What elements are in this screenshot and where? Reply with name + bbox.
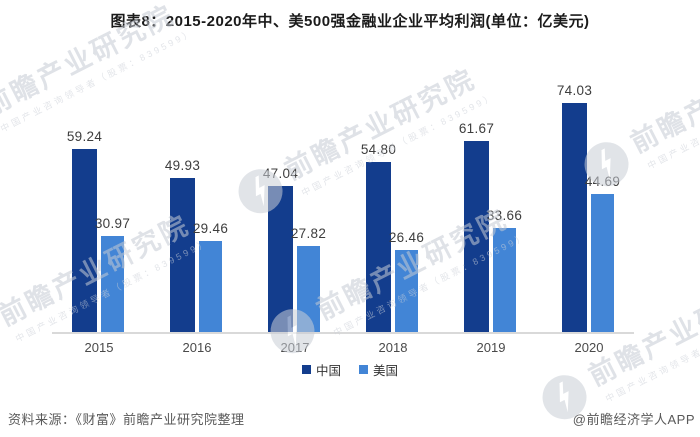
bar-china-2015	[72, 149, 97, 332]
value-label-usa-2018: 26.46	[388, 230, 425, 245]
source-note: 资料来源：《财富》前瞻产业研究院整理	[8, 412, 245, 427]
value-label-usa-2015: 30.97	[94, 216, 131, 231]
bar-usa-2018	[395, 250, 418, 332]
x-axis-label-2015: 2015	[84, 340, 114, 355]
chart-legend: 中国 美国	[0, 360, 700, 379]
legend-item-china: 中国	[301, 360, 341, 379]
bar-china-2020	[562, 103, 587, 332]
value-label-china-2020: 74.03	[556, 83, 593, 98]
value-label-china-2018: 54.80	[360, 142, 397, 157]
value-label-china-2017: 47.04	[262, 166, 299, 181]
value-label-china-2016: 49.93	[164, 158, 201, 173]
bar-usa-2019	[493, 228, 516, 332]
bar-usa-2016	[199, 241, 222, 332]
bar-usa-2015	[101, 236, 124, 332]
legend-item-usa: 美国	[359, 360, 398, 379]
x-axis-label-2018: 2018	[378, 340, 408, 355]
legend-swatch-china	[301, 365, 311, 374]
x-axis-label-2016: 2016	[182, 340, 212, 355]
bar-china-2018	[366, 162, 391, 332]
legend-label-usa: 美国	[373, 364, 399, 378]
value-label-usa-2016: 29.46	[192, 221, 229, 236]
chart-title: 图表8：2015-2020年中、美500强金融业企业平均利润(单位：亿美元)	[110, 13, 590, 30]
credit-note: @前瞻经济学人APP	[572, 412, 695, 427]
x-axis-label-2019: 2019	[476, 340, 506, 355]
bar-china-2016	[170, 178, 195, 332]
value-label-usa-2019: 33.66	[486, 208, 523, 223]
legend-label-china: 中国	[315, 364, 341, 378]
bar-china-2017	[268, 186, 293, 332]
value-label-usa-2017: 27.82	[290, 226, 327, 241]
bar-china-2019	[464, 141, 489, 332]
footer: 资料来源：《财富》前瞻产业研究院整理 @前瞻经济学人APP	[0, 406, 700, 430]
x-axis-line	[52, 332, 634, 334]
legend-swatch-usa	[359, 365, 368, 374]
x-axis-label-2020: 2020	[574, 340, 604, 355]
bar-usa-2020	[591, 194, 614, 332]
value-label-china-2015: 59.24	[66, 129, 103, 144]
bar-usa-2017	[297, 246, 320, 332]
value-label-china-2019: 61.67	[458, 121, 495, 136]
value-label-usa-2020: 44.69	[584, 174, 621, 189]
x-axis-label-2017: 2017	[280, 340, 310, 355]
